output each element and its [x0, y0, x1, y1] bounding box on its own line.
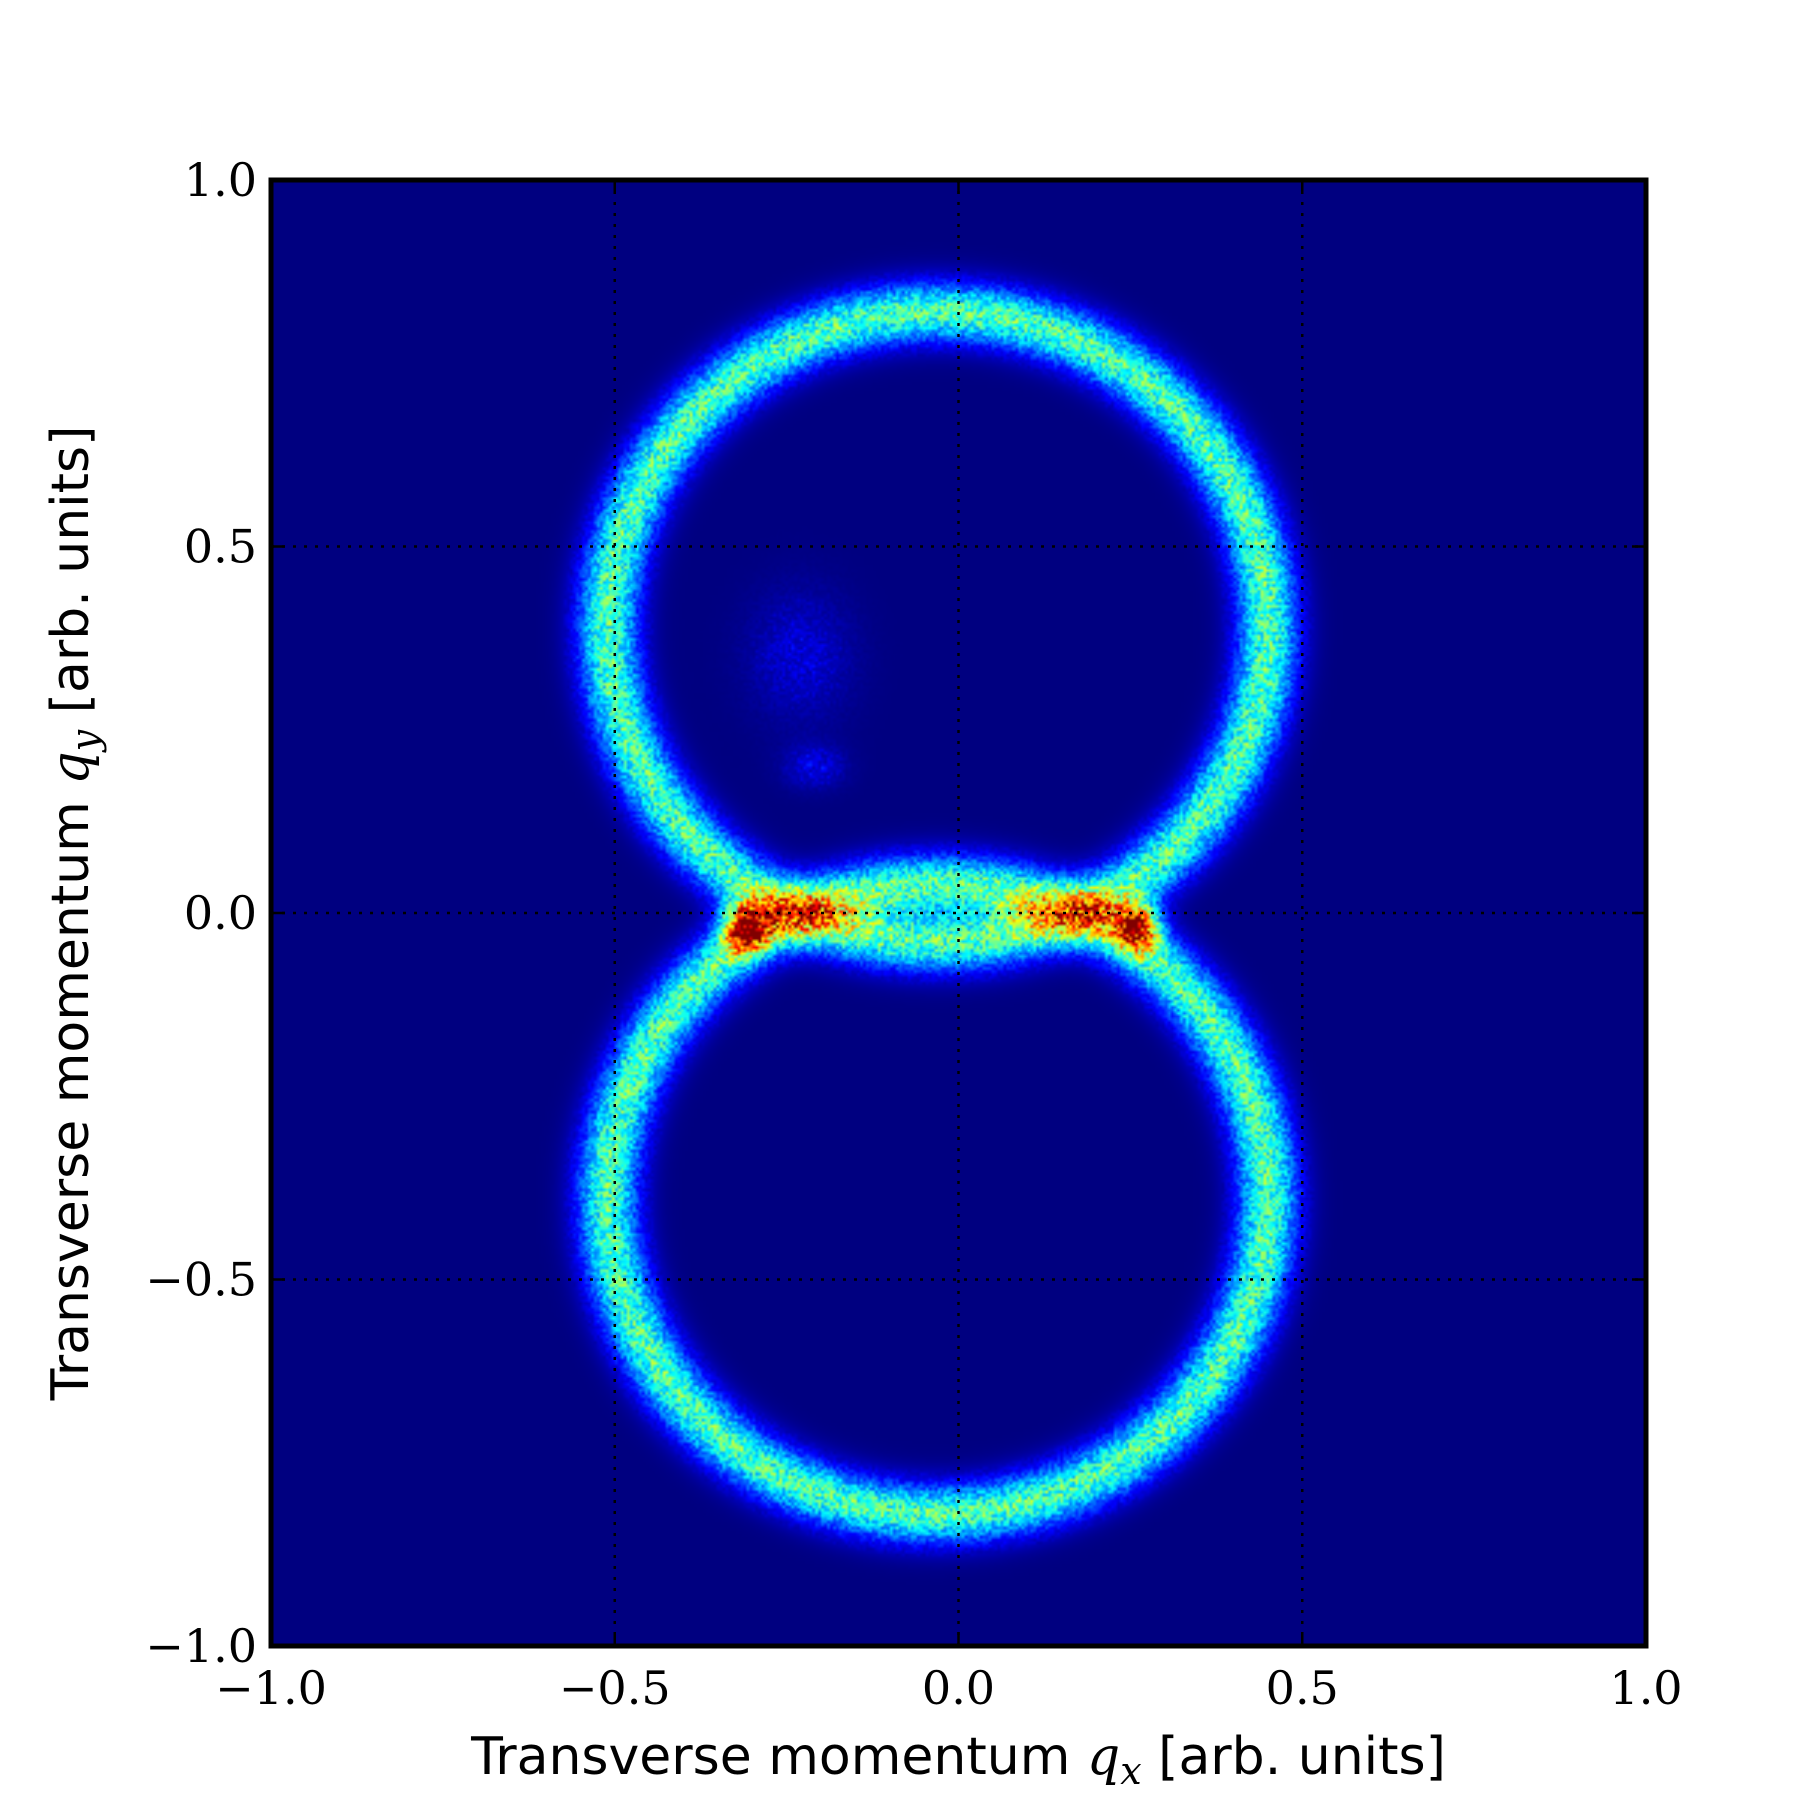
y-tick-label: 1.0	[184, 153, 257, 207]
y-axis-label-prefix: Transverse momentum	[41, 785, 101, 1402]
y-tick-label: −0.5	[145, 1253, 257, 1307]
y-tick-label: −1.0	[145, 1619, 257, 1673]
x-axis-label-symbol: q	[1087, 1727, 1120, 1787]
x-axis-label: Transverse momentum qx [arb. units]	[470, 1727, 1446, 1793]
x-axis-label-prefix: Transverse momentum	[470, 1727, 1087, 1787]
x-tick-label: 0.0	[922, 1661, 995, 1715]
x-tick-label: −1.0	[215, 1661, 327, 1715]
grid-lines	[271, 180, 1646, 1646]
x-axis-label-suffix: [arb. units]	[1142, 1727, 1446, 1787]
x-axis-ticks: −1.0 −0.5 0.0 0.5 1.0	[215, 180, 1683, 1715]
y-axis-label-subscript: y	[63, 729, 107, 753]
y-tick-label: 0.5	[184, 520, 257, 574]
x-tick-label: 1.0	[1609, 1661, 1682, 1715]
y-tick-label: 0.0	[184, 886, 257, 940]
x-tick-label: −0.5	[559, 1661, 671, 1715]
x-tick-label: 0.5	[1266, 1661, 1339, 1715]
y-axis-label: Transverse momentum qy [arb. units]	[41, 426, 107, 1402]
y-axis-label-symbol: q	[41, 751, 101, 784]
x-axis-label-subscript: x	[1120, 1749, 1141, 1793]
y-axis-label-suffix: [arb. units]	[41, 426, 101, 730]
y-axis-ticks: −1.0 −0.5 0.0 0.5 1.0	[145, 153, 1646, 1673]
